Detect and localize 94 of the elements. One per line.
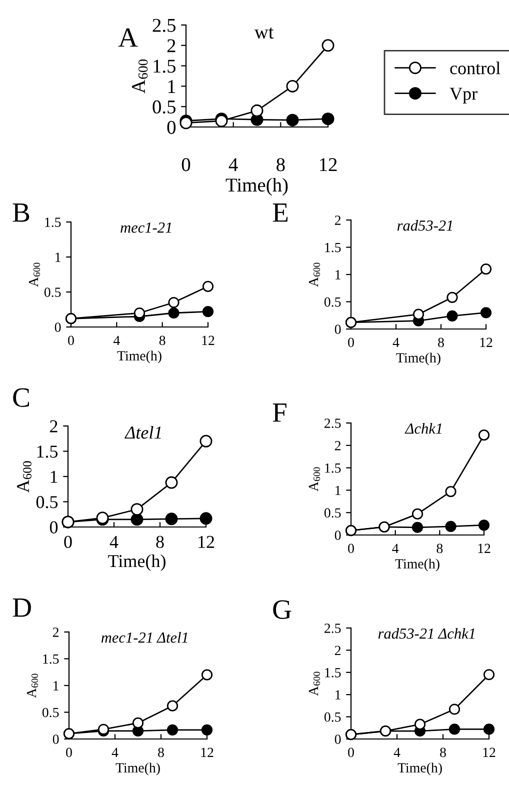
- y-axis-title: A$_{600}$: [26, 674, 38, 698]
- x-tick-label: 4: [113, 336, 120, 345]
- text: F: [272, 403, 286, 422]
- x-tick-label: 8: [436, 544, 443, 554]
- y-tick-label: 0: [334, 324, 341, 334]
- y-tick-label: 2: [334, 646, 341, 656]
- y-tick-label: 1.5: [37, 446, 58, 458]
- chart-title: Δchk1: [404, 423, 442, 434]
- chart-title: wt: [254, 28, 274, 39]
- x-tick-label: 8: [438, 338, 444, 348]
- y-tick-label: 1.5: [325, 668, 341, 678]
- y-tick-label: 0.5: [44, 288, 61, 298]
- x-tick-label: 4: [112, 748, 118, 757]
- y-tick-label: 1: [56, 252, 60, 262]
- x-axis-title: Time(h): [395, 558, 440, 572]
- y-tick-label: 0.5: [42, 708, 59, 718]
- y-axis-title: A$_{600}$: [308, 262, 320, 287]
- y-tick-label: 0: [52, 734, 59, 744]
- y-tick-label: 0: [334, 734, 341, 744]
- chart-title: Δtel1: [124, 426, 161, 439]
- y-tick-label: 2.5: [324, 624, 341, 634]
- y-tick-label: 1: [50, 470, 58, 483]
- x-axis-title: Time(h): [396, 352, 440, 366]
- x-tick-label: 8: [276, 158, 285, 172]
- y-tick-label: 2: [50, 420, 58, 432]
- y-axis-title: A$_{600}$: [16, 461, 32, 493]
- y-tick-label: 2: [52, 628, 59, 637]
- legend-label: control: [450, 62, 500, 74]
- y-tick-label: 1.5: [43, 654, 59, 664]
- x-tick-label: 0: [348, 748, 354, 758]
- y-tick-label: 0: [50, 521, 58, 534]
- x-tick-label: 12: [202, 336, 214, 345]
- x-tick-label: 12: [320, 158, 337, 172]
- y-tick-label: 2: [334, 216, 341, 225]
- chart-title: rad53-21: [397, 220, 452, 231]
- y-tick-label: 1.5: [325, 463, 341, 473]
- y-tick-label: 0.5: [324, 297, 341, 307]
- y-tick-label: 1: [336, 486, 340, 496]
- y-tick-label: 0.5: [152, 100, 176, 114]
- chart-title: rad53-21 Δchk1: [378, 628, 474, 639]
- y-tick-label: 1: [336, 690, 340, 700]
- y-tick-label: 1: [336, 270, 340, 280]
- x-tick-label: 8: [158, 748, 164, 758]
- y-tick-label: 0.5: [324, 508, 341, 518]
- y-tick-label: 0: [54, 322, 61, 332]
- x-tick-label: 4: [392, 544, 399, 553]
- x-tick-label: 0: [348, 338, 354, 348]
- y-tick-label: 2.5: [152, 18, 176, 32]
- y-tick-label: 2: [334, 441, 341, 450]
- y-axis-title: A$_{600}$: [308, 467, 320, 492]
- x-tick-label: 0: [68, 336, 74, 346]
- x-axis-title: Time(h): [108, 554, 166, 571]
- y-tick-label: 0.5: [324, 712, 341, 722]
- x-tick-label: 12: [480, 338, 492, 347]
- x-axis-title: Time(h): [226, 178, 288, 196]
- x-tick-label: 8: [440, 748, 446, 758]
- x-axis-title: Time(h): [117, 350, 162, 364]
- y-axis-title: A$_{600}$: [308, 672, 320, 696]
- x-tick-label: 4: [392, 338, 400, 347]
- y-tick-label: 1: [168, 80, 176, 93]
- x-tick-label: 12: [478, 544, 490, 553]
- text: A: [118, 28, 138, 47]
- chart-title: mec1-21 Δtel1: [101, 632, 188, 643]
- y-tick-label: 0.5: [36, 496, 58, 508]
- y-tick-label: 1.5: [325, 242, 341, 252]
- y-tick-label: 2.5: [324, 418, 341, 428]
- text: B: [12, 203, 30, 222]
- x-tick-label: 8: [159, 336, 166, 346]
- legend-label: Vpr: [450, 88, 478, 104]
- x-tick-label: 4: [110, 536, 118, 548]
- chart-title: mec1-21: [120, 222, 172, 233]
- x-tick-label: 12: [483, 748, 496, 757]
- x-tick-label: 0: [66, 748, 72, 758]
- x-tick-label: 12: [201, 748, 214, 757]
- y-axis-title: A$_{600}$: [132, 60, 148, 94]
- x-tick-label: 12: [198, 536, 214, 548]
- x-axis-title: Time(h): [398, 762, 442, 776]
- text: G: [273, 600, 292, 619]
- x-tick-label: 0: [64, 536, 72, 548]
- y-tick-label: 1: [54, 681, 58, 690]
- y-tick-label: 1.5: [45, 218, 61, 228]
- y-tick-label: 0: [167, 120, 176, 134]
- x-tick-label: 4: [394, 748, 400, 757]
- y-tick-label: 2: [167, 39, 176, 52]
- text: E: [272, 203, 288, 222]
- y-axis-title: A$_{600}$: [28, 262, 40, 287]
- x-tick-label: 4: [228, 158, 238, 172]
- text: D: [12, 598, 31, 617]
- x-tick-label: 0: [182, 158, 190, 172]
- y-tick-label: 1.5: [154, 60, 176, 73]
- x-axis-title: Time(h): [116, 762, 160, 776]
- x-tick-label: 8: [156, 536, 164, 548]
- x-tick-label: 0: [348, 544, 354, 554]
- text: C: [13, 388, 29, 407]
